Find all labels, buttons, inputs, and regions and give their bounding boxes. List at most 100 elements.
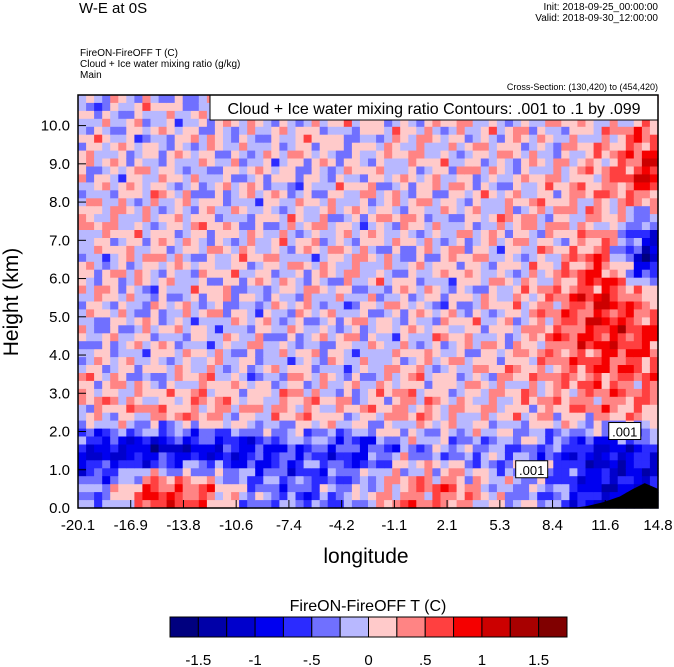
heatmap-cell (368, 404, 377, 414)
heatmap-cell (182, 309, 192, 318)
heatmap-cell (408, 500, 417, 509)
heatmap-cell (134, 102, 144, 112)
heatmap-cell (561, 492, 570, 501)
heatmap-cell (392, 150, 401, 160)
heatmap-cell (424, 238, 434, 247)
heatmap-cell (440, 468, 450, 477)
heatmap-cell (488, 150, 498, 160)
heatmap-cell (174, 198, 184, 207)
heatmap-cell (287, 182, 297, 191)
heatmap-cell (142, 492, 152, 501)
heatmap-cell (480, 238, 490, 247)
heatmap-cell (343, 126, 353, 136)
heatmap-cell (448, 126, 458, 136)
heatmap-cell (464, 238, 474, 247)
heatmap-cell (641, 238, 651, 247)
heatmap-cell (553, 365, 562, 374)
heatmap-cell (239, 380, 248, 390)
heatmap-cell (633, 317, 643, 326)
heatmap-cell (432, 174, 442, 183)
heatmap-cell (585, 158, 595, 167)
heatmap-cell (271, 380, 280, 390)
colorbar-box (282, 616, 313, 638)
heatmap-cell (311, 190, 321, 199)
heatmap-cell (319, 309, 329, 318)
heatmap-cell (448, 452, 458, 461)
heatmap-cell (78, 190, 87, 199)
heatmap-cell (150, 349, 160, 358)
heatmap-cell (198, 428, 208, 438)
heatmap-cell (448, 444, 458, 453)
heatmap-cell (158, 222, 168, 231)
heatmap-cell (166, 261, 176, 271)
heatmap-cell (319, 174, 329, 183)
heatmap-cell (166, 158, 176, 167)
heatmap-cell (400, 293, 409, 303)
heatmap-cell (464, 365, 474, 374)
heatmap-cell (488, 373, 498, 382)
heatmap-cell (633, 277, 643, 287)
heatmap-cell (343, 150, 353, 160)
heatmap-cell (190, 95, 200, 104)
heatmap-cell (166, 238, 176, 247)
heatmap-cell (633, 309, 643, 318)
heatmap-cell (416, 150, 425, 160)
heatmap-cell (110, 317, 119, 326)
heatmap-cell (376, 349, 385, 358)
y-tick-label: 7.0 (49, 232, 70, 249)
heatmap-cell (343, 198, 353, 207)
heatmap-cell (561, 245, 570, 255)
heatmap-cell (392, 428, 401, 438)
heatmap-cell (86, 214, 95, 223)
heatmap-cell (368, 428, 377, 438)
heatmap-cell (126, 460, 135, 469)
heatmap-cell (239, 253, 248, 263)
heatmap-cell (496, 190, 506, 199)
heatmap-cell (513, 492, 522, 501)
heatmap-cell (577, 126, 587, 136)
heatmap-cell (617, 118, 627, 128)
heatmap-cell (408, 325, 417, 334)
heatmap-cell (641, 373, 651, 382)
heatmap-cell (408, 373, 417, 382)
heatmap-cell (545, 325, 554, 334)
heatmap-cell (384, 261, 393, 271)
heatmap-cell (134, 468, 144, 477)
heatmap-cell (601, 222, 611, 231)
heatmap-cell (214, 230, 224, 239)
heatmap-cell (376, 404, 385, 414)
heatmap-cell (368, 150, 377, 160)
heatmap-cell (295, 214, 305, 223)
heatmap-cell (529, 245, 538, 255)
heatmap-cell (271, 126, 280, 136)
heatmap-cell (126, 206, 135, 215)
heatmap-cell (633, 222, 643, 231)
heatmap-cell (311, 452, 321, 461)
heatmap-cell (553, 309, 562, 318)
heatmap-cell (432, 404, 442, 414)
heatmap-cell (110, 126, 119, 136)
heatmap-cell (166, 428, 176, 438)
heatmap-cell (408, 476, 417, 485)
heatmap-cell (239, 396, 248, 406)
heatmap-cell (303, 230, 313, 239)
heatmap-cell (504, 476, 514, 485)
heatmap-cell (198, 222, 208, 231)
heatmap-cell (295, 388, 305, 398)
heatmap-cell (231, 126, 240, 136)
heatmap-cell (496, 325, 506, 334)
heatmap-cell (247, 341, 256, 350)
heatmap-cell (287, 301, 297, 310)
heatmap-cell (432, 253, 442, 263)
heatmap-cell (617, 333, 627, 342)
heatmap-cell (440, 460, 450, 469)
heatmap-cell (496, 301, 506, 310)
heatmap-cell (166, 269, 176, 279)
heatmap-cell (102, 222, 111, 231)
heatmap-cell (480, 309, 490, 318)
heatmap-cell (110, 500, 119, 509)
heatmap-cell (359, 253, 369, 263)
heatmap-cell (408, 412, 417, 422)
heatmap-cell (271, 309, 280, 318)
heatmap-cell (102, 476, 111, 485)
